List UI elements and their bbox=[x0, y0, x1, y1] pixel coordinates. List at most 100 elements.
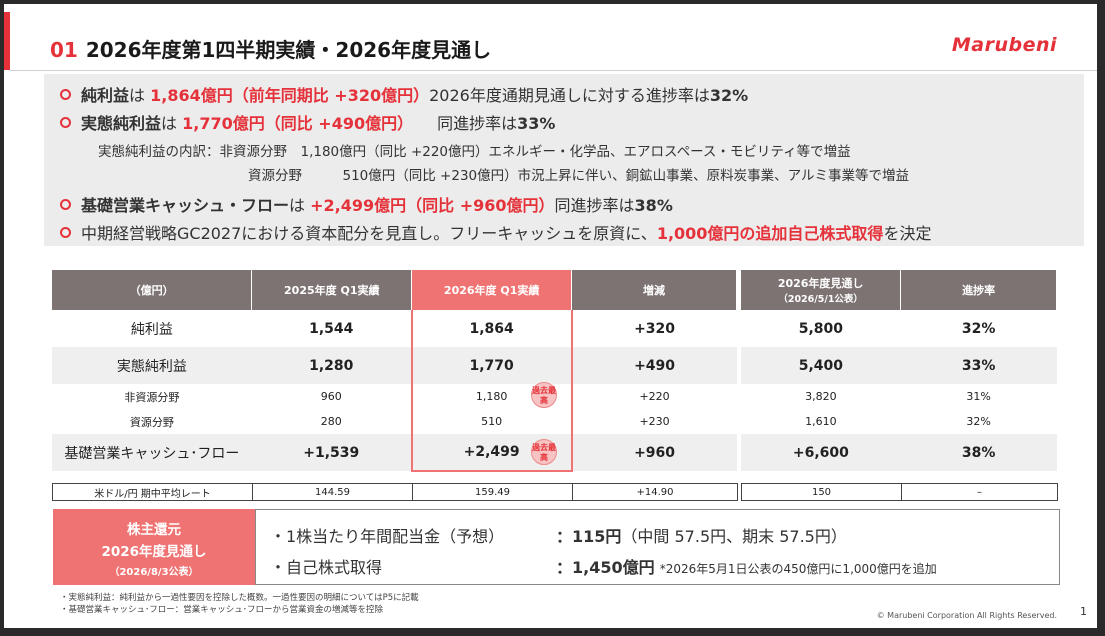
cell-progress: 38% bbox=[900, 434, 1057, 471]
dividend-value: ：115円（中間 57.5円、期末 57.5円） bbox=[556, 523, 847, 547]
summary-pct: 32% bbox=[709, 86, 749, 105]
marubeni-logo: Marubeni bbox=[951, 34, 1057, 56]
row-label: 非資源分野 bbox=[124, 390, 180, 404]
cell-q1-2025: 1,544 bbox=[309, 320, 354, 337]
cell-q1-2025: +1,539 bbox=[251, 434, 412, 471]
table-row: 1,610 32% bbox=[741, 409, 1057, 434]
dividend-detail: （中間 57.5円、期末 57.5円） bbox=[621, 527, 847, 546]
table-row: 5,400 33% bbox=[741, 347, 1057, 384]
table-row: 実態純利益 1,280 1,770 +490 bbox=[52, 347, 737, 384]
cell-q1-2026: +2,499 bbox=[410, 434, 573, 472]
breakdown-non-resource: 実態純利益の内訳：非資源分野 1,180億円（同比 +220億円）エネルギー・化… bbox=[98, 144, 851, 160]
forecast-table: 2026年度見通し （2026/5/1公表） 進捗率 5,800 32% 5,40… bbox=[741, 270, 1057, 471]
summary-line-buyback: 中期経営戦略GC2027における資本配分を見直し。フリーキャッシュを原資に、1,… bbox=[60, 220, 931, 244]
cell-diff: +320 bbox=[634, 320, 676, 337]
summary-value: 1,000億円の追加自己株式取得 bbox=[656, 224, 884, 243]
record-high-badge: 過去最高 bbox=[531, 382, 557, 408]
col-header-unit: （億円） bbox=[52, 270, 253, 310]
bullet-ring-icon bbox=[60, 227, 71, 238]
summary-line-net-income: 純利益は 1,864億円（前年同期比 +320億円）2026年度通期見通しに対す… bbox=[60, 82, 748, 106]
row-label: 基礎営業キャッシュ･フロー bbox=[52, 434, 252, 471]
cell-forecast: 1,610 bbox=[805, 415, 837, 428]
summary-rest: 同進捗率は bbox=[554, 196, 635, 215]
summary-pre: 中期経営戦略GC2027における資本配分を見直し。フリーキャッシュを原資に、 bbox=[81, 224, 657, 243]
dividend-amount: ：115円 bbox=[556, 527, 622, 546]
col-header-forecast: 2026年度見通し （2026/5/1公表） bbox=[741, 270, 902, 310]
fx-rate-row: 米ドル/円 期中平均レート 144.59 159.49 +14.90 bbox=[52, 483, 738, 501]
row-label: 純利益 bbox=[130, 321, 173, 338]
summary-value: 1,864億円（前年同期比 +320億円） bbox=[150, 86, 430, 105]
cell-q1-2025: 280 bbox=[320, 415, 342, 428]
cell-diff: +490 bbox=[571, 347, 737, 384]
summary-mid: は bbox=[129, 86, 146, 105]
summary-mid: は bbox=[161, 114, 178, 133]
summary-line-core-income: 実態純利益は 1,770億円（同比 +490億円） 同進捗率は33% bbox=[60, 110, 555, 134]
bullet-ring-icon bbox=[60, 199, 71, 210]
summary-label: 実態純利益 bbox=[81, 114, 162, 133]
cell-progress: 33% bbox=[900, 347, 1057, 384]
title-text: 2026年度第1四半期実績・2026年度見通し bbox=[85, 38, 492, 62]
col-header-q1-2026: 2026年度 Q1実績 bbox=[411, 270, 573, 310]
cell-q1-2026: 510 bbox=[410, 409, 573, 434]
footnote-cash-flow: ・基礎営業キャッシュ･フロー：営業キャッシュ･フローから営業資金の増減等を控除 bbox=[60, 605, 384, 615]
summary-post: を決定 bbox=[883, 224, 932, 243]
fx-rate-table-right: 150 – bbox=[741, 483, 1058, 501]
shareholder-label-3: （2026/8/3公表） bbox=[109, 567, 199, 578]
copyright: © Marubeni Corporation All Rights Reserv… bbox=[876, 611, 1057, 620]
cell-diff: +230 bbox=[639, 415, 670, 428]
header-divider bbox=[10, 70, 1097, 71]
shareholder-return-label-box: 株主還元 2026年度見通し （2026/8/3公表） bbox=[53, 509, 255, 585]
col-header-diff: 増減 bbox=[571, 270, 737, 310]
header: 01 2026年度第1四半期実績・2026年度見通し Marubeni bbox=[4, 4, 1097, 74]
cell-progress: 31% bbox=[966, 390, 991, 403]
cell-q1-2025: 1,280 bbox=[251, 347, 412, 384]
row-label: 資源分野 bbox=[129, 415, 174, 429]
col-header-q1-2025: 2025年度 Q1実績 bbox=[251, 270, 413, 310]
buyback-note: *2026年5月1日公表の450億円に1,000億円を追加 bbox=[659, 562, 937, 576]
row-label: 実態純利益 bbox=[52, 347, 252, 384]
summary-line-cash-flow: 基礎営業キャッシュ・フローは +2,499億円（同比 +960億円）同進捗率は3… bbox=[60, 192, 673, 216]
shareholder-label-2: 2026年度見通し bbox=[101, 544, 207, 560]
cell-q1-2025: 960 bbox=[320, 390, 342, 403]
summary-label: 基礎営業キャッシュ・フロー bbox=[81, 196, 290, 215]
fx-rate-diff: +14.90 bbox=[572, 483, 738, 501]
table-row: 3,820 31% bbox=[741, 384, 1057, 409]
buyback-label: ・自己株式取得 bbox=[270, 558, 383, 577]
section-number: 01 bbox=[50, 38, 78, 62]
fx-rate-q1-2026: 159.49 bbox=[412, 483, 573, 501]
fx-rate-forecast: 150 bbox=[741, 483, 902, 501]
summary-value: +2,499億円（同比 +960億円） bbox=[310, 196, 555, 215]
page-number: 1 bbox=[1080, 605, 1087, 618]
forecast-header-text: 2026年度見通し bbox=[777, 277, 864, 290]
table-row: +6,600 38% bbox=[741, 434, 1057, 471]
col-header-progress: 進捗率 bbox=[900, 270, 1057, 310]
slide: 01 2026年度第1四半期実績・2026年度見通し Marubeni 純利益は … bbox=[4, 4, 1097, 628]
bullet-ring-icon bbox=[60, 117, 71, 128]
table-row: 純利益 1,544 1,864 +320 bbox=[52, 310, 737, 347]
shareholder-label-1: 株主還元 bbox=[127, 522, 181, 538]
page-title: 01 2026年度第1四半期実績・2026年度見通し bbox=[50, 34, 491, 63]
summary-pct: 33% bbox=[517, 114, 556, 133]
results-table: （億円） 2025年度 Q1実績 2026年度 Q1実績 増減 純利益 1,54… bbox=[52, 270, 737, 472]
cell-forecast: 5,800 bbox=[798, 320, 844, 337]
footnote-core-income: ・実態純利益：純利益から一過性要因を控除した概数。一過性要因の明細についてはP5… bbox=[60, 593, 419, 603]
fx-rate-table-main: 米ドル/円 期中平均レート 144.59 159.49 +14.90 bbox=[52, 483, 738, 501]
fx-rate-row-right: 150 – bbox=[741, 483, 1058, 501]
cell-diff: +220 bbox=[639, 390, 670, 403]
header-accent-bar bbox=[4, 12, 10, 70]
buyback-value: ：1,450億円 *2026年5月1日公表の450億円に1,000億円を追加 bbox=[556, 554, 937, 578]
table-row: 非資源分野 960 1,180 +220 bbox=[52, 384, 737, 409]
summary-rest: 同進捗率は bbox=[437, 114, 518, 133]
cell-forecast: 3,820 bbox=[805, 390, 837, 403]
cell-progress: 32% bbox=[961, 320, 996, 337]
table-row: 基礎営業キャッシュ･フロー +1,539 +2,499 +960 bbox=[52, 434, 737, 472]
summary-label: 純利益 bbox=[81, 86, 130, 105]
dividend-label: ・1株当たり年間配当金（予想） bbox=[270, 527, 505, 546]
buyback-amount: ：1,450億円 bbox=[556, 558, 655, 577]
cell-forecast: +6,600 bbox=[741, 434, 901, 471]
cell-progress: 32% bbox=[966, 415, 991, 428]
summary-value: 1,770億円（同比 +490億円） bbox=[182, 114, 406, 133]
fx-rate-label: 米ドル/円 期中平均レート bbox=[52, 483, 253, 501]
bullet-ring-icon bbox=[60, 89, 71, 100]
summary-box: 純利益は 1,864億円（前年同期比 +320億円）2026年度通期見通しに対す… bbox=[44, 74, 1084, 246]
